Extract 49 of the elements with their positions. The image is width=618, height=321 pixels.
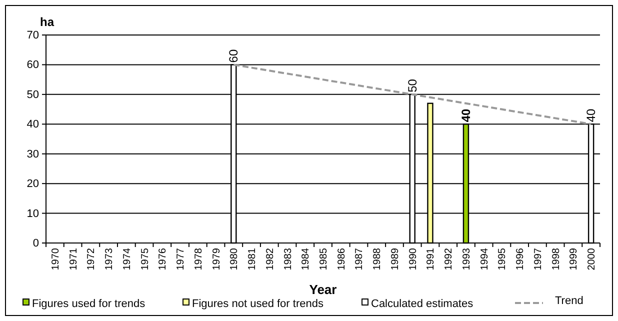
x-tick-label: 1988 bbox=[372, 248, 384, 270]
y-tick-label: 10 bbox=[26, 208, 39, 220]
legend-label: Calculated estimates bbox=[371, 298, 474, 310]
x-tick-label: 1970 bbox=[50, 248, 62, 270]
x-axis-title: Year bbox=[309, 282, 337, 297]
x-tick-label: 1993 bbox=[461, 248, 472, 270]
x-tick-label: 1977 bbox=[176, 248, 187, 270]
y-tick-label: 60 bbox=[26, 59, 39, 72]
x-tick-label: 1998 bbox=[550, 248, 562, 270]
y-axis-title: ha bbox=[40, 15, 54, 29]
x-tick-label: 1992 bbox=[444, 248, 455, 270]
x-tick-label: 1986 bbox=[336, 248, 348, 270]
x-tick-label: 1983 bbox=[282, 248, 294, 270]
data-label: 40 bbox=[458, 108, 473, 122]
x-tick-label: 1981 bbox=[247, 248, 258, 270]
x-tick-label: 1974 bbox=[122, 248, 133, 270]
x-tick-label: 1982 bbox=[264, 248, 276, 270]
y-tick-label: 0 bbox=[32, 238, 39, 250]
x-tick-label: 1991 bbox=[426, 248, 437, 270]
legend-label: Figures used for trends bbox=[32, 298, 146, 310]
x-tick-label: 2000 bbox=[586, 248, 598, 270]
x-tick-label: 1978 bbox=[193, 248, 204, 270]
x-tick-label: 1976 bbox=[158, 248, 169, 270]
y-tick-label: 50 bbox=[26, 88, 39, 101]
x-tick-label: 1985 bbox=[318, 248, 330, 270]
legend-label: Trend bbox=[555, 295, 584, 307]
x-tick-label: 1997 bbox=[532, 248, 544, 270]
data-label: 50 bbox=[405, 78, 420, 92]
x-tick-label: 1973 bbox=[104, 248, 116, 270]
y-tick-label: 70 bbox=[26, 30, 39, 42]
x-tick-label: 1972 bbox=[86, 248, 98, 270]
x-tick-label: 1999 bbox=[568, 248, 580, 270]
x-tick-label: 1987 bbox=[354, 248, 366, 270]
data-label: 40 bbox=[584, 108, 598, 122]
x-tick-label: 1980 bbox=[229, 248, 240, 270]
x-tick-label: 1979 bbox=[211, 248, 222, 270]
x-tick-label: 1995 bbox=[497, 248, 508, 270]
y-tick-label: 30 bbox=[26, 148, 39, 160]
x-tick-label: 1996 bbox=[515, 248, 526, 270]
legend-label: Figures not used for trends bbox=[192, 298, 324, 310]
x-tick-label: 1989 bbox=[390, 248, 401, 270]
x-tick-label: 1975 bbox=[140, 248, 151, 270]
data-label: 60 bbox=[226, 49, 241, 63]
y-tick-label: 20 bbox=[26, 178, 39, 190]
x-tick-label: 1971 bbox=[68, 248, 80, 270]
y-tick-label: 40 bbox=[26, 118, 39, 131]
x-tick-label: 1994 bbox=[479, 248, 490, 270]
x-tick-label: 1990 bbox=[408, 248, 419, 270]
x-tick-label: 1984 bbox=[300, 248, 312, 270]
